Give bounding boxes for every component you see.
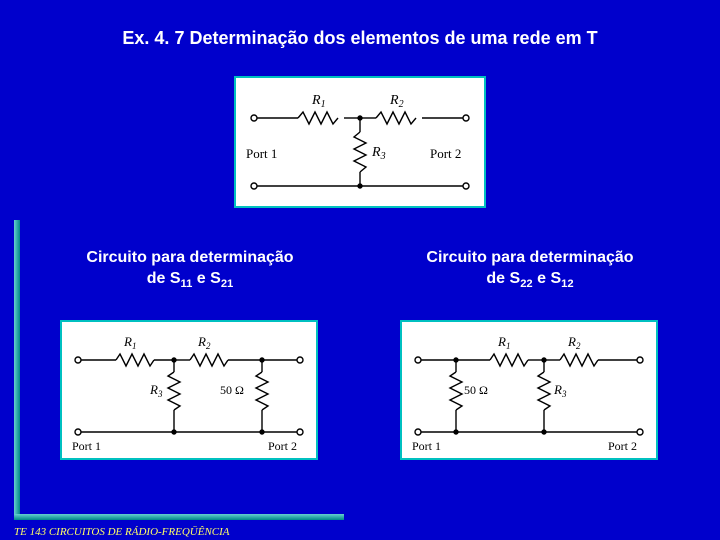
svg-text:R1: R1 (497, 334, 510, 351)
svg-text:50 Ω: 50 Ω (220, 383, 244, 397)
svg-text:R2: R2 (567, 334, 581, 351)
svg-text:Port 1: Port 1 (412, 439, 441, 453)
t-network-diagram: R1 R2 R3 Port 1 Port 2 (234, 76, 486, 208)
port1-label: Port 1 (246, 146, 277, 161)
footer-vertical-bar (14, 220, 20, 520)
svg-text:50 Ω: 50 Ω (464, 383, 488, 397)
svg-text:R2: R2 (197, 334, 211, 351)
svg-text:R3: R3 (149, 382, 163, 399)
footer-text: TE 143 CIRCUITOS DE RÁDIO-FREQÜÊNCIA (14, 526, 230, 538)
svg-text:R3: R3 (553, 382, 567, 399)
s22-s12-diagram: R1 R2 R3 50 Ω Port 1 Port 2 (400, 320, 658, 460)
footer-horizontal-bar (14, 514, 344, 520)
slide-title: Ex. 4. 7 Determinação dos elementos de u… (0, 28, 720, 49)
subtitle-right: Circuito para determinação de S22 e S12 (390, 248, 670, 292)
r1-label: R1 (311, 93, 326, 110)
svg-text:Port 1: Port 1 (72, 439, 101, 453)
port2-label: Port 2 (430, 146, 461, 161)
r3-label: R3 (371, 145, 386, 162)
svg-text:R1: R1 (123, 334, 136, 351)
svg-text:Port 2: Port 2 (608, 439, 637, 453)
subtitle-left: Circuito para determinação de S11 e S21 (50, 248, 330, 292)
svg-text:Port 2: Port 2 (268, 439, 297, 453)
s11-s21-diagram: R1 R2 R3 50 Ω Port 1 Port 2 (60, 320, 318, 460)
r2-label: R2 (389, 93, 404, 110)
